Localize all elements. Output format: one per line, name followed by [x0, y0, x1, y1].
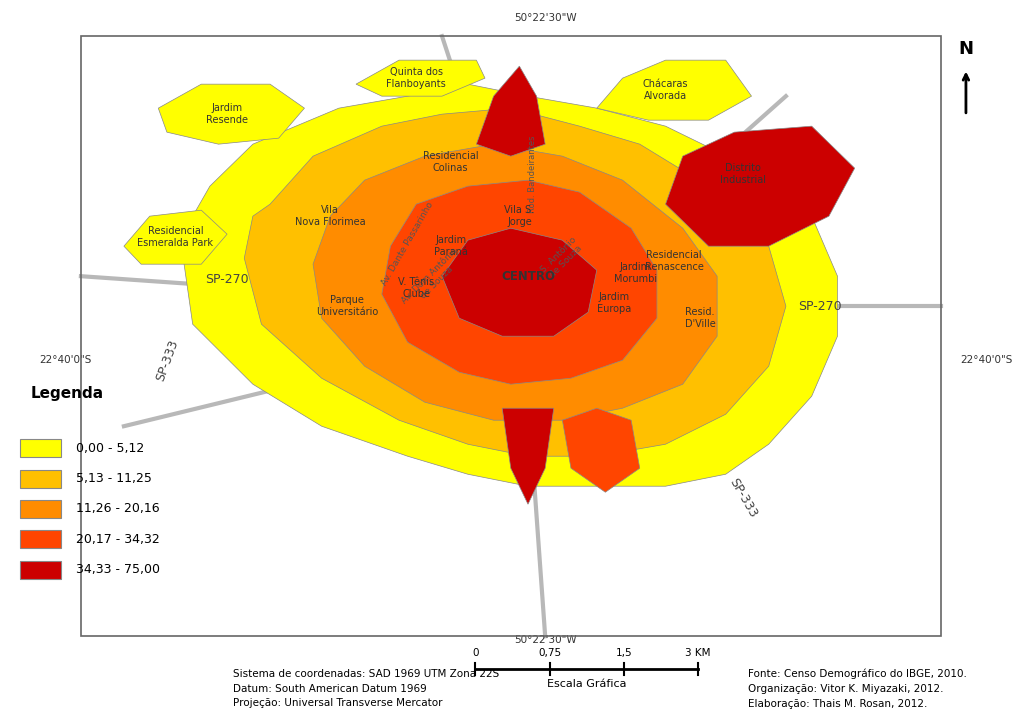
Text: 34,33 - 75,00: 34,33 - 75,00 — [76, 563, 160, 576]
Text: Residencial
Renascence: Residencial Renascence — [645, 250, 703, 272]
Text: 50°22'30"W: 50°22'30"W — [514, 13, 577, 23]
Text: 5,13 - 11,25: 5,13 - 11,25 — [76, 472, 152, 485]
Text: 0: 0 — [472, 648, 478, 658]
Bar — [20, 561, 60, 578]
Bar — [20, 439, 60, 458]
Text: Parque
Universitário: Parque Universitário — [316, 296, 379, 317]
Text: SP-270: SP-270 — [799, 300, 842, 312]
Polygon shape — [502, 408, 554, 504]
Polygon shape — [124, 210, 227, 264]
Text: 1,5: 1,5 — [615, 648, 632, 658]
Bar — [20, 470, 60, 487]
Bar — [20, 531, 60, 548]
Polygon shape — [476, 66, 545, 156]
Text: Escala Gráfica: Escala Gráfica — [547, 679, 627, 689]
Polygon shape — [313, 144, 717, 420]
Polygon shape — [666, 127, 855, 246]
Text: Fonte: Censo Demográfico do IBGE, 2010.
Organização: Vitor K. Miyazaki, 2012.
El: Fonte: Censo Demográfico do IBGE, 2010. … — [749, 669, 968, 709]
Text: Quinta dos
Flanboyants: Quinta dos Flanboyants — [386, 67, 446, 89]
Polygon shape — [442, 228, 597, 336]
Text: Resid.
D'Ville: Resid. D'Ville — [685, 307, 716, 329]
Polygon shape — [356, 60, 485, 96]
Text: Av. Dante Passarinho: Av. Dante Passarinho — [380, 200, 435, 286]
Text: 22°40'0"S: 22°40'0"S — [40, 355, 92, 365]
Text: Residencial
Esmeralda Park: Residencial Esmeralda Park — [137, 226, 213, 248]
Text: Jardim
Resende: Jardim Resende — [206, 103, 248, 125]
Bar — [81, 36, 941, 636]
Text: Jardim
Europa: Jardim Europa — [597, 292, 631, 314]
Polygon shape — [184, 84, 838, 486]
Text: Vila
Nova Florimea: Vila Nova Florimea — [295, 205, 366, 227]
Text: S. Antônio
de Souza: S. Antônio de Souza — [539, 235, 586, 281]
Text: SP-333: SP-333 — [154, 338, 180, 382]
Polygon shape — [245, 108, 785, 456]
Text: Distrito
Industrial: Distrito Industrial — [720, 163, 766, 185]
Text: 3 KM: 3 KM — [685, 648, 711, 658]
Text: Legenda: Legenda — [31, 386, 103, 401]
Text: Vila S.
Jorge: Vila S. Jorge — [505, 205, 535, 227]
Bar — [20, 500, 60, 518]
Polygon shape — [159, 84, 304, 144]
Text: Chácaras
Alvorada: Chácaras Alvorada — [643, 80, 688, 101]
Text: Sistema de coordenadas: SAD 1969 UTM Zona 22S
Datum: South American Datum 1969
P: Sistema de coordenadas: SAD 1969 UTM Zon… — [232, 669, 499, 709]
Text: 0,75: 0,75 — [538, 648, 561, 658]
Text: N: N — [958, 40, 974, 58]
Text: SP-270: SP-270 — [205, 273, 249, 286]
Polygon shape — [597, 60, 752, 120]
Polygon shape — [562, 408, 640, 492]
Text: 20,17 - 34,32: 20,17 - 34,32 — [76, 533, 160, 546]
Text: 22°40'0"S: 22°40'0"S — [959, 355, 1013, 365]
Text: CENTRO: CENTRO — [501, 270, 555, 283]
Text: SP-333: SP-333 — [726, 476, 760, 521]
Text: V. Tênis
Clube: V. Tênis Clube — [398, 278, 434, 299]
Text: Residencial
Colinas: Residencial Colinas — [423, 151, 478, 173]
Polygon shape — [382, 180, 657, 384]
Text: 50°22'30"W: 50°22'30"W — [514, 635, 577, 645]
Text: Jardim
Paraná: Jardim Paraná — [434, 236, 468, 257]
Text: 11,26 - 20,16: 11,26 - 20,16 — [76, 502, 160, 515]
Text: 0,00 - 5,12: 0,00 - 5,12 — [76, 442, 144, 455]
Text: Rod. Bandeirantes: Rod. Bandeirantes — [527, 135, 537, 213]
Text: Jardim
Morumbi: Jardim Morumbi — [613, 262, 657, 284]
Text: Av. Dom Antônio
de Souza: Av. Dom Antônio de Souza — [400, 246, 467, 312]
